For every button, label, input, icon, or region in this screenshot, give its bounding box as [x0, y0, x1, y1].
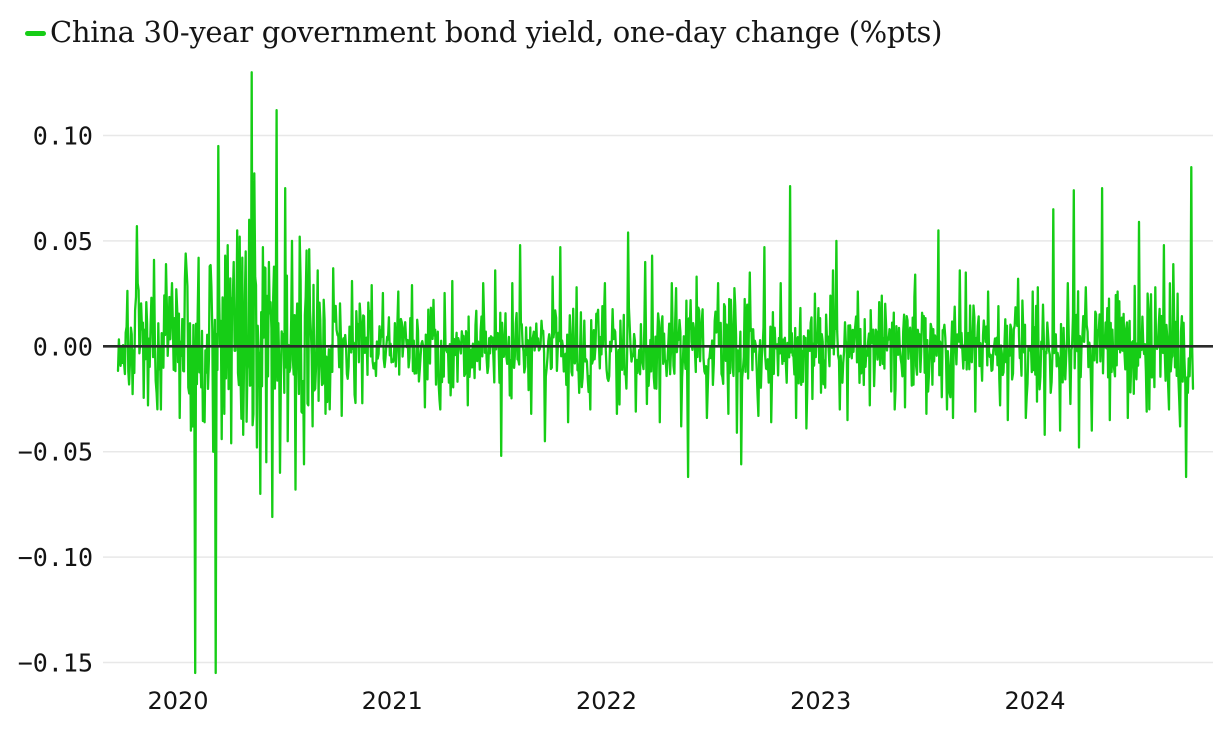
x-tick-label: 2022 — [576, 687, 637, 715]
legend-line-swatch — [25, 31, 46, 36]
x-tick-label: 2024 — [1004, 687, 1065, 715]
y-tick-label: 0.05 — [33, 227, 93, 256]
chart-title: China 30-year government bond yield, one… — [50, 15, 943, 49]
x-tick-label: 2021 — [362, 687, 423, 715]
y-tick-label: −0.15 — [18, 649, 93, 678]
y-tick-label: −0.05 — [18, 438, 93, 467]
x-tick-label: 2023 — [790, 687, 851, 715]
series-line — [116, 71, 1195, 675]
y-tick-label: 0.10 — [33, 122, 93, 151]
y-tick-label: −0.10 — [18, 543, 93, 572]
chart-legend: China 30-year government bond yield, one… — [25, 15, 942, 49]
x-tick-label: 2020 — [147, 687, 208, 715]
y-tick-label: 0.00 — [33, 332, 93, 361]
